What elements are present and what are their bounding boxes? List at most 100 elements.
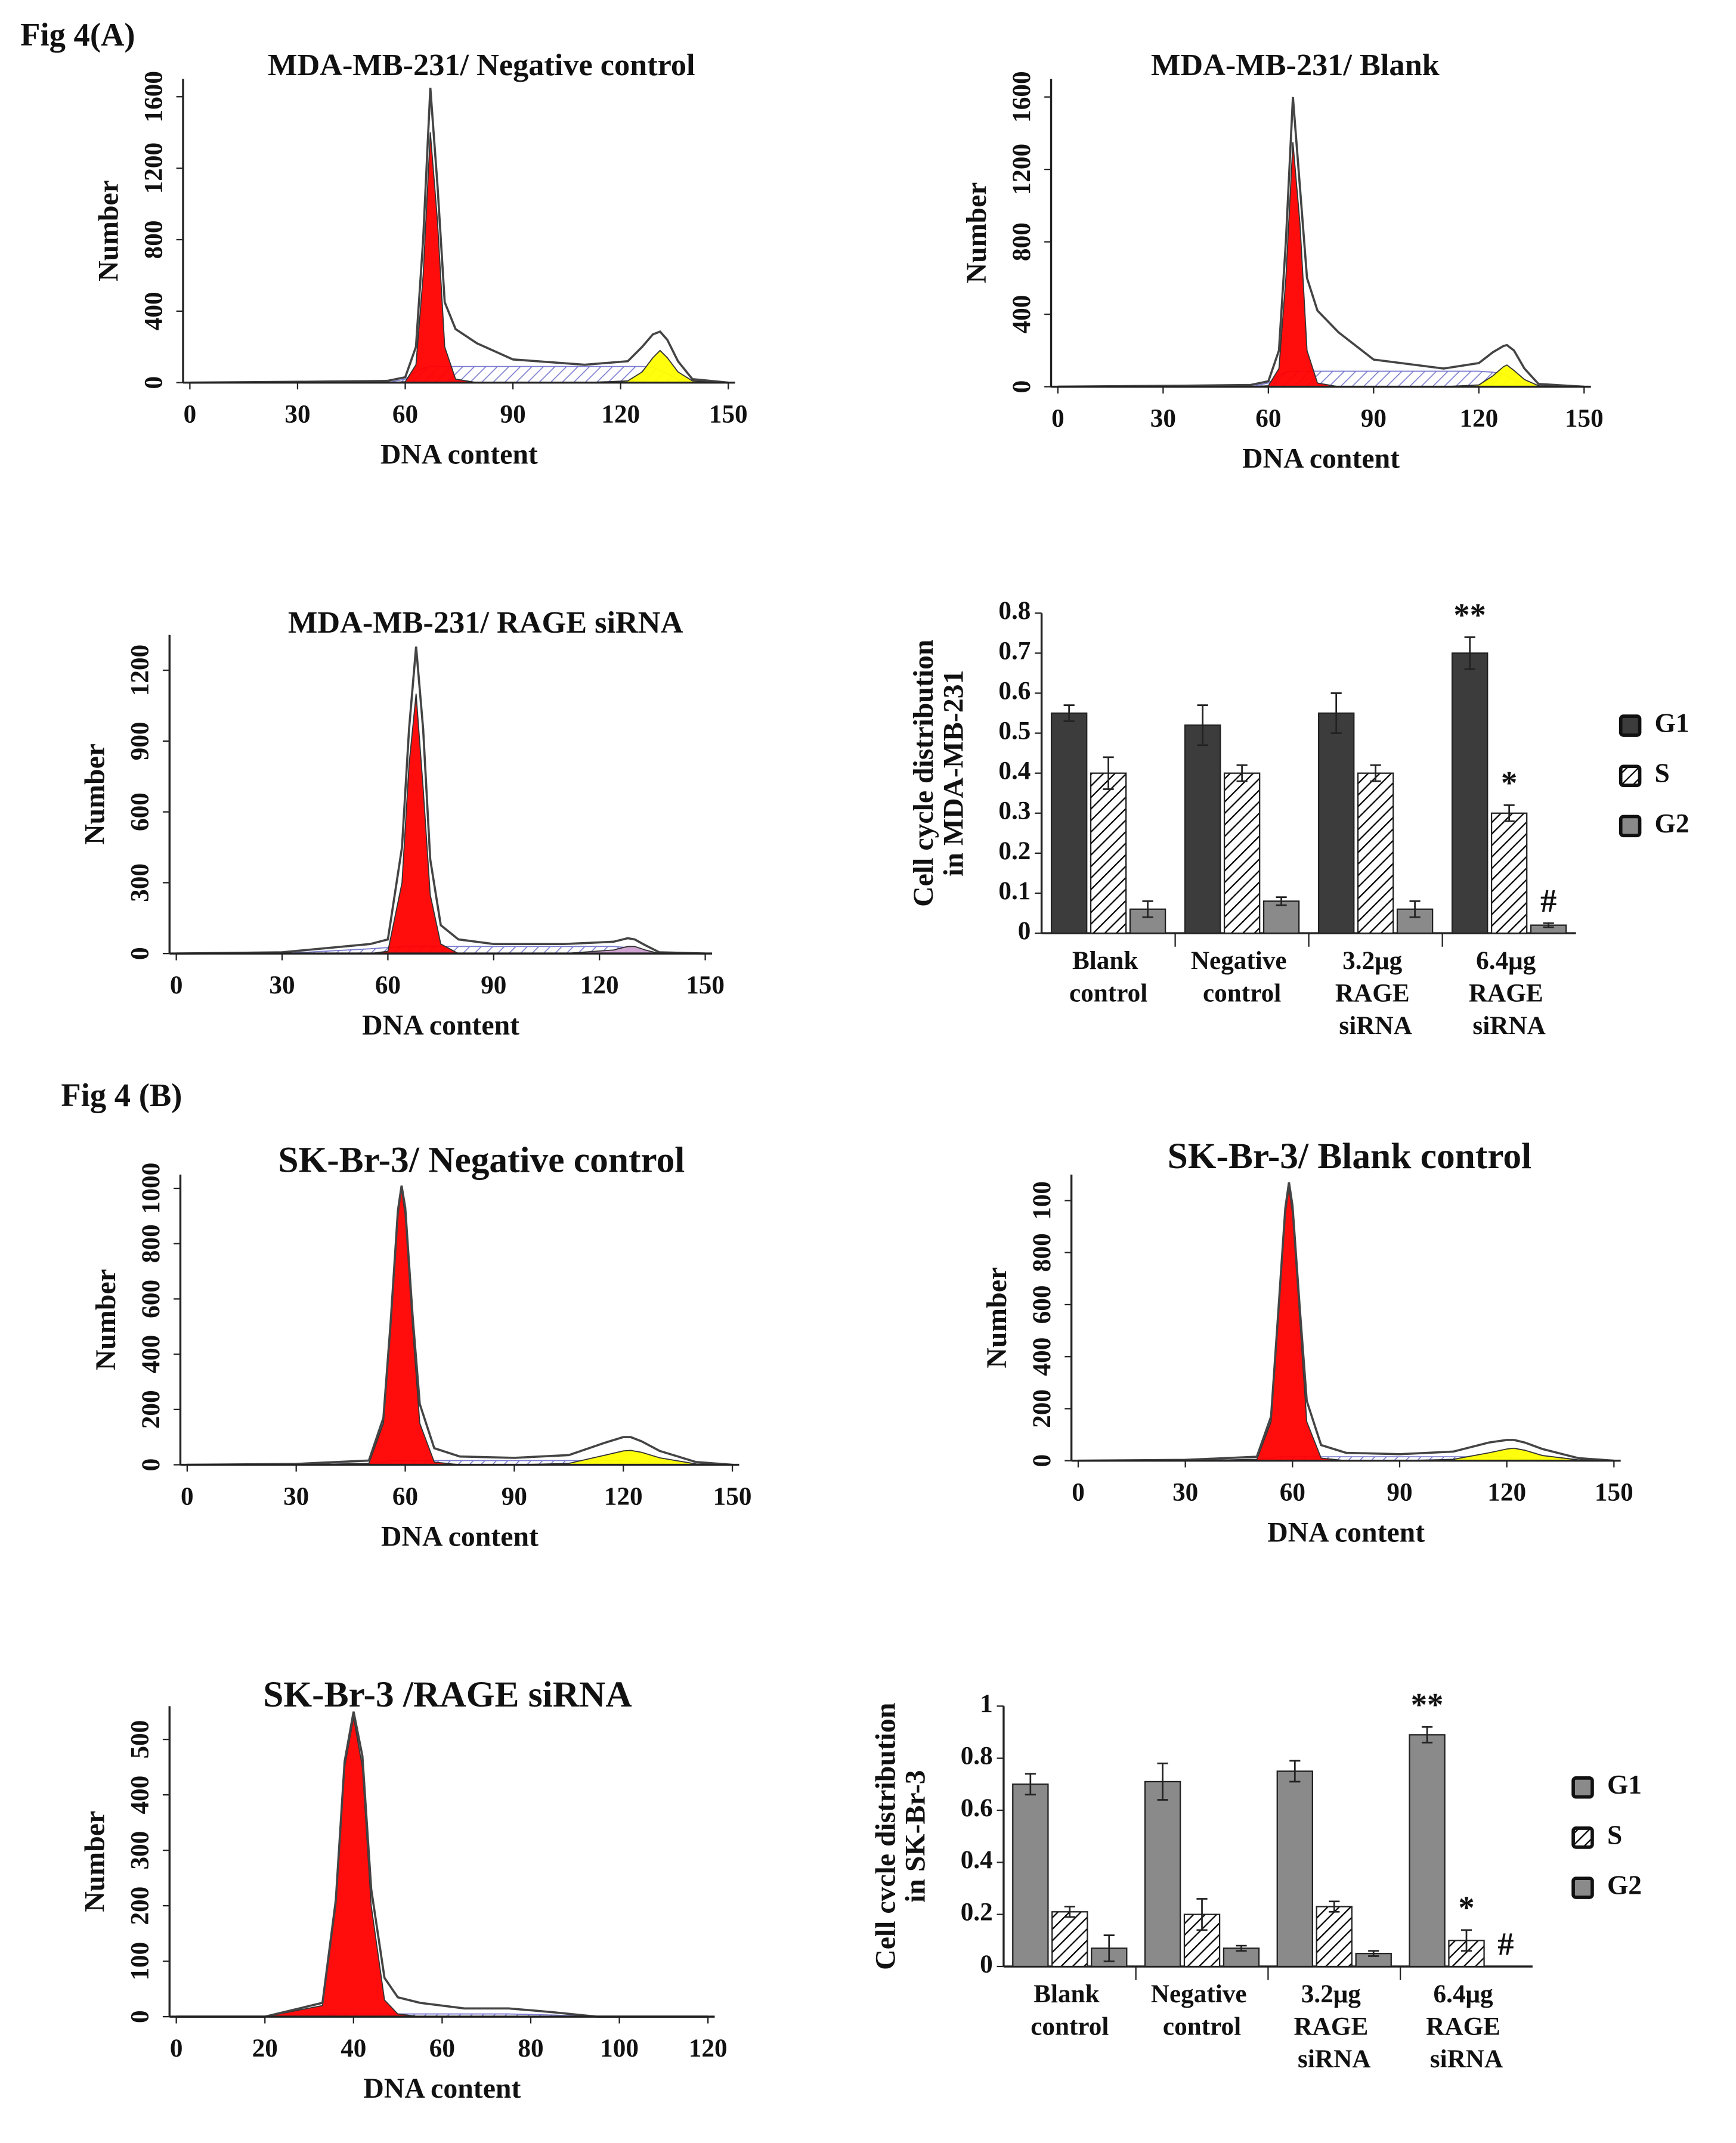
y-tick-label: 200	[1028, 1389, 1056, 1428]
x-tick-label: 150	[709, 400, 748, 428]
y-tick-label: 600	[126, 792, 154, 831]
error-bar	[1421, 1726, 1433, 1743]
y-tick-label: 0.2	[961, 1898, 993, 1927]
y-tick-label: 1200	[139, 143, 168, 194]
x-tick-label: 90	[500, 400, 526, 428]
x-tick-label: 60	[375, 971, 401, 999]
error-bar	[1103, 756, 1114, 790]
chart-title: SK-Br-3/ Blank control	[1168, 1136, 1532, 1176]
legend-swatch	[1619, 764, 1642, 787]
error-bar	[1103, 1934, 1115, 1962]
y-tick-label: 0	[1007, 380, 1036, 394]
figure-label: Fig 4(A)	[20, 17, 135, 53]
error-bar	[1197, 704, 1208, 747]
histogram-area	[190, 132, 729, 383]
x-tick-label: Negative control	[1191, 946, 1294, 1008]
error-bar	[1276, 896, 1287, 906]
x-tick-label: 40	[341, 2034, 366, 2063]
y-tick-label: 400	[126, 1776, 154, 1814]
x-axis-label: DNA content	[380, 439, 538, 470]
significance-label: *	[1458, 1890, 1474, 1926]
x-tick-label: 6.4μg RAGE siRNA	[1426, 1980, 1507, 2073]
legend-label: G2	[1655, 808, 1689, 838]
x-tick-label: 0	[170, 971, 183, 999]
bar	[1050, 712, 1088, 934]
error-bar	[1289, 1760, 1301, 1783]
y-tick-label: 0.4	[961, 1845, 993, 1874]
x-tick-label: 60	[1255, 404, 1281, 432]
y-tick-label: 600	[137, 1280, 165, 1318]
y-tick-label: 0.8	[961, 1742, 993, 1770]
legend-swatch	[1619, 815, 1642, 838]
x-tick-label: 60	[1280, 1478, 1305, 1506]
y-tick-label: 500	[126, 1720, 154, 1759]
x-tick-label: 80	[518, 2034, 543, 2063]
x-tick-label: 0	[1072, 1478, 1085, 1506]
error-bar	[1464, 636, 1475, 670]
x-axis-label: DNA content	[1242, 443, 1400, 475]
error-bar	[1196, 1898, 1208, 1931]
y-axis-label: Cell cycle distribution	[908, 640, 939, 907]
y-tick-label: 0	[139, 376, 168, 389]
histogram-outline	[176, 1711, 708, 2018]
x-tick-label: 20	[252, 2034, 278, 2063]
y-tick-label: 0.5	[998, 717, 1031, 745]
significance-label: #	[1540, 882, 1556, 919]
y-axis-label: Number	[961, 182, 992, 284]
x-axis-label: DNA content	[362, 1009, 519, 1041]
x-tick-label: 150	[713, 1482, 752, 1510]
error-bar	[1370, 764, 1381, 782]
legend-label: G2	[1607, 1870, 1642, 1900]
bar	[1223, 772, 1261, 934]
y-tick-label: 0.6	[961, 1794, 993, 1822]
y-axis-label: Number	[79, 744, 111, 845]
error-bar	[1329, 1900, 1340, 1913]
x-tick-label: 90	[1361, 404, 1387, 432]
error-bar	[1063, 704, 1075, 722]
bar	[1316, 1906, 1353, 1968]
legend-label: S	[1607, 1819, 1622, 1850]
y-tick-label: 300	[126, 1831, 154, 1870]
legend-label: S	[1655, 758, 1670, 788]
bar	[1317, 712, 1355, 934]
y-axis-label: in MDA-MB-231	[937, 670, 969, 877]
x-tick-label: 120	[689, 2034, 728, 2063]
y-tick-label: 1	[980, 1689, 993, 1718]
histogram-outline	[1057, 97, 1585, 388]
bar	[1490, 812, 1528, 934]
y-tick-label: 800	[1028, 1233, 1056, 1272]
error-bar	[1142, 900, 1153, 918]
y-axis-label: Number	[981, 1267, 1013, 1368]
y-axis-label: in SK-Br-3	[900, 1770, 932, 1902]
y-tick-label: 400	[1028, 1337, 1056, 1376]
bar	[1144, 1780, 1181, 1968]
x-tick-label: 90	[1387, 1478, 1412, 1506]
error-bar	[1025, 1773, 1036, 1796]
x-tick-label: 60	[392, 400, 418, 428]
histogram-outline	[187, 1185, 733, 1466]
y-tick-label: 0.4	[998, 757, 1031, 785]
x-tick-label: 6.4μg RAGE siRNA	[1469, 946, 1550, 1040]
bar	[1276, 1770, 1314, 1968]
bar	[1012, 1783, 1049, 1968]
y-axis-label: Cell cvcle distribution	[870, 1703, 902, 1970]
x-tick-label: Blank control	[1069, 946, 1147, 1008]
y-tick-label: 1600	[139, 71, 168, 122]
chart-title: SK-Br-3 /RAGE siRNA	[263, 1674, 632, 1715]
x-tick-label: 90	[481, 971, 506, 999]
error-bar	[1460, 1929, 1472, 1952]
y-tick-label: 400	[139, 292, 168, 330]
chart-title: MDA-MB-231/ Negative control	[268, 48, 695, 82]
error-bar	[1409, 900, 1421, 918]
histogram-area	[1078, 1187, 1614, 1461]
x-tick-label: 0	[1051, 404, 1065, 432]
error-bar	[1157, 1763, 1168, 1801]
histogram-area	[187, 1188, 733, 1466]
error-bar	[1543, 922, 1554, 928]
error-bar	[1236, 764, 1248, 782]
x-tick-label: 120	[601, 400, 640, 428]
y-tick-label: 0	[980, 1950, 993, 1978]
histogram-outline	[1078, 1182, 1614, 1462]
x-tick-label: 120	[1487, 1478, 1526, 1506]
error-bar	[1236, 1944, 1247, 1952]
